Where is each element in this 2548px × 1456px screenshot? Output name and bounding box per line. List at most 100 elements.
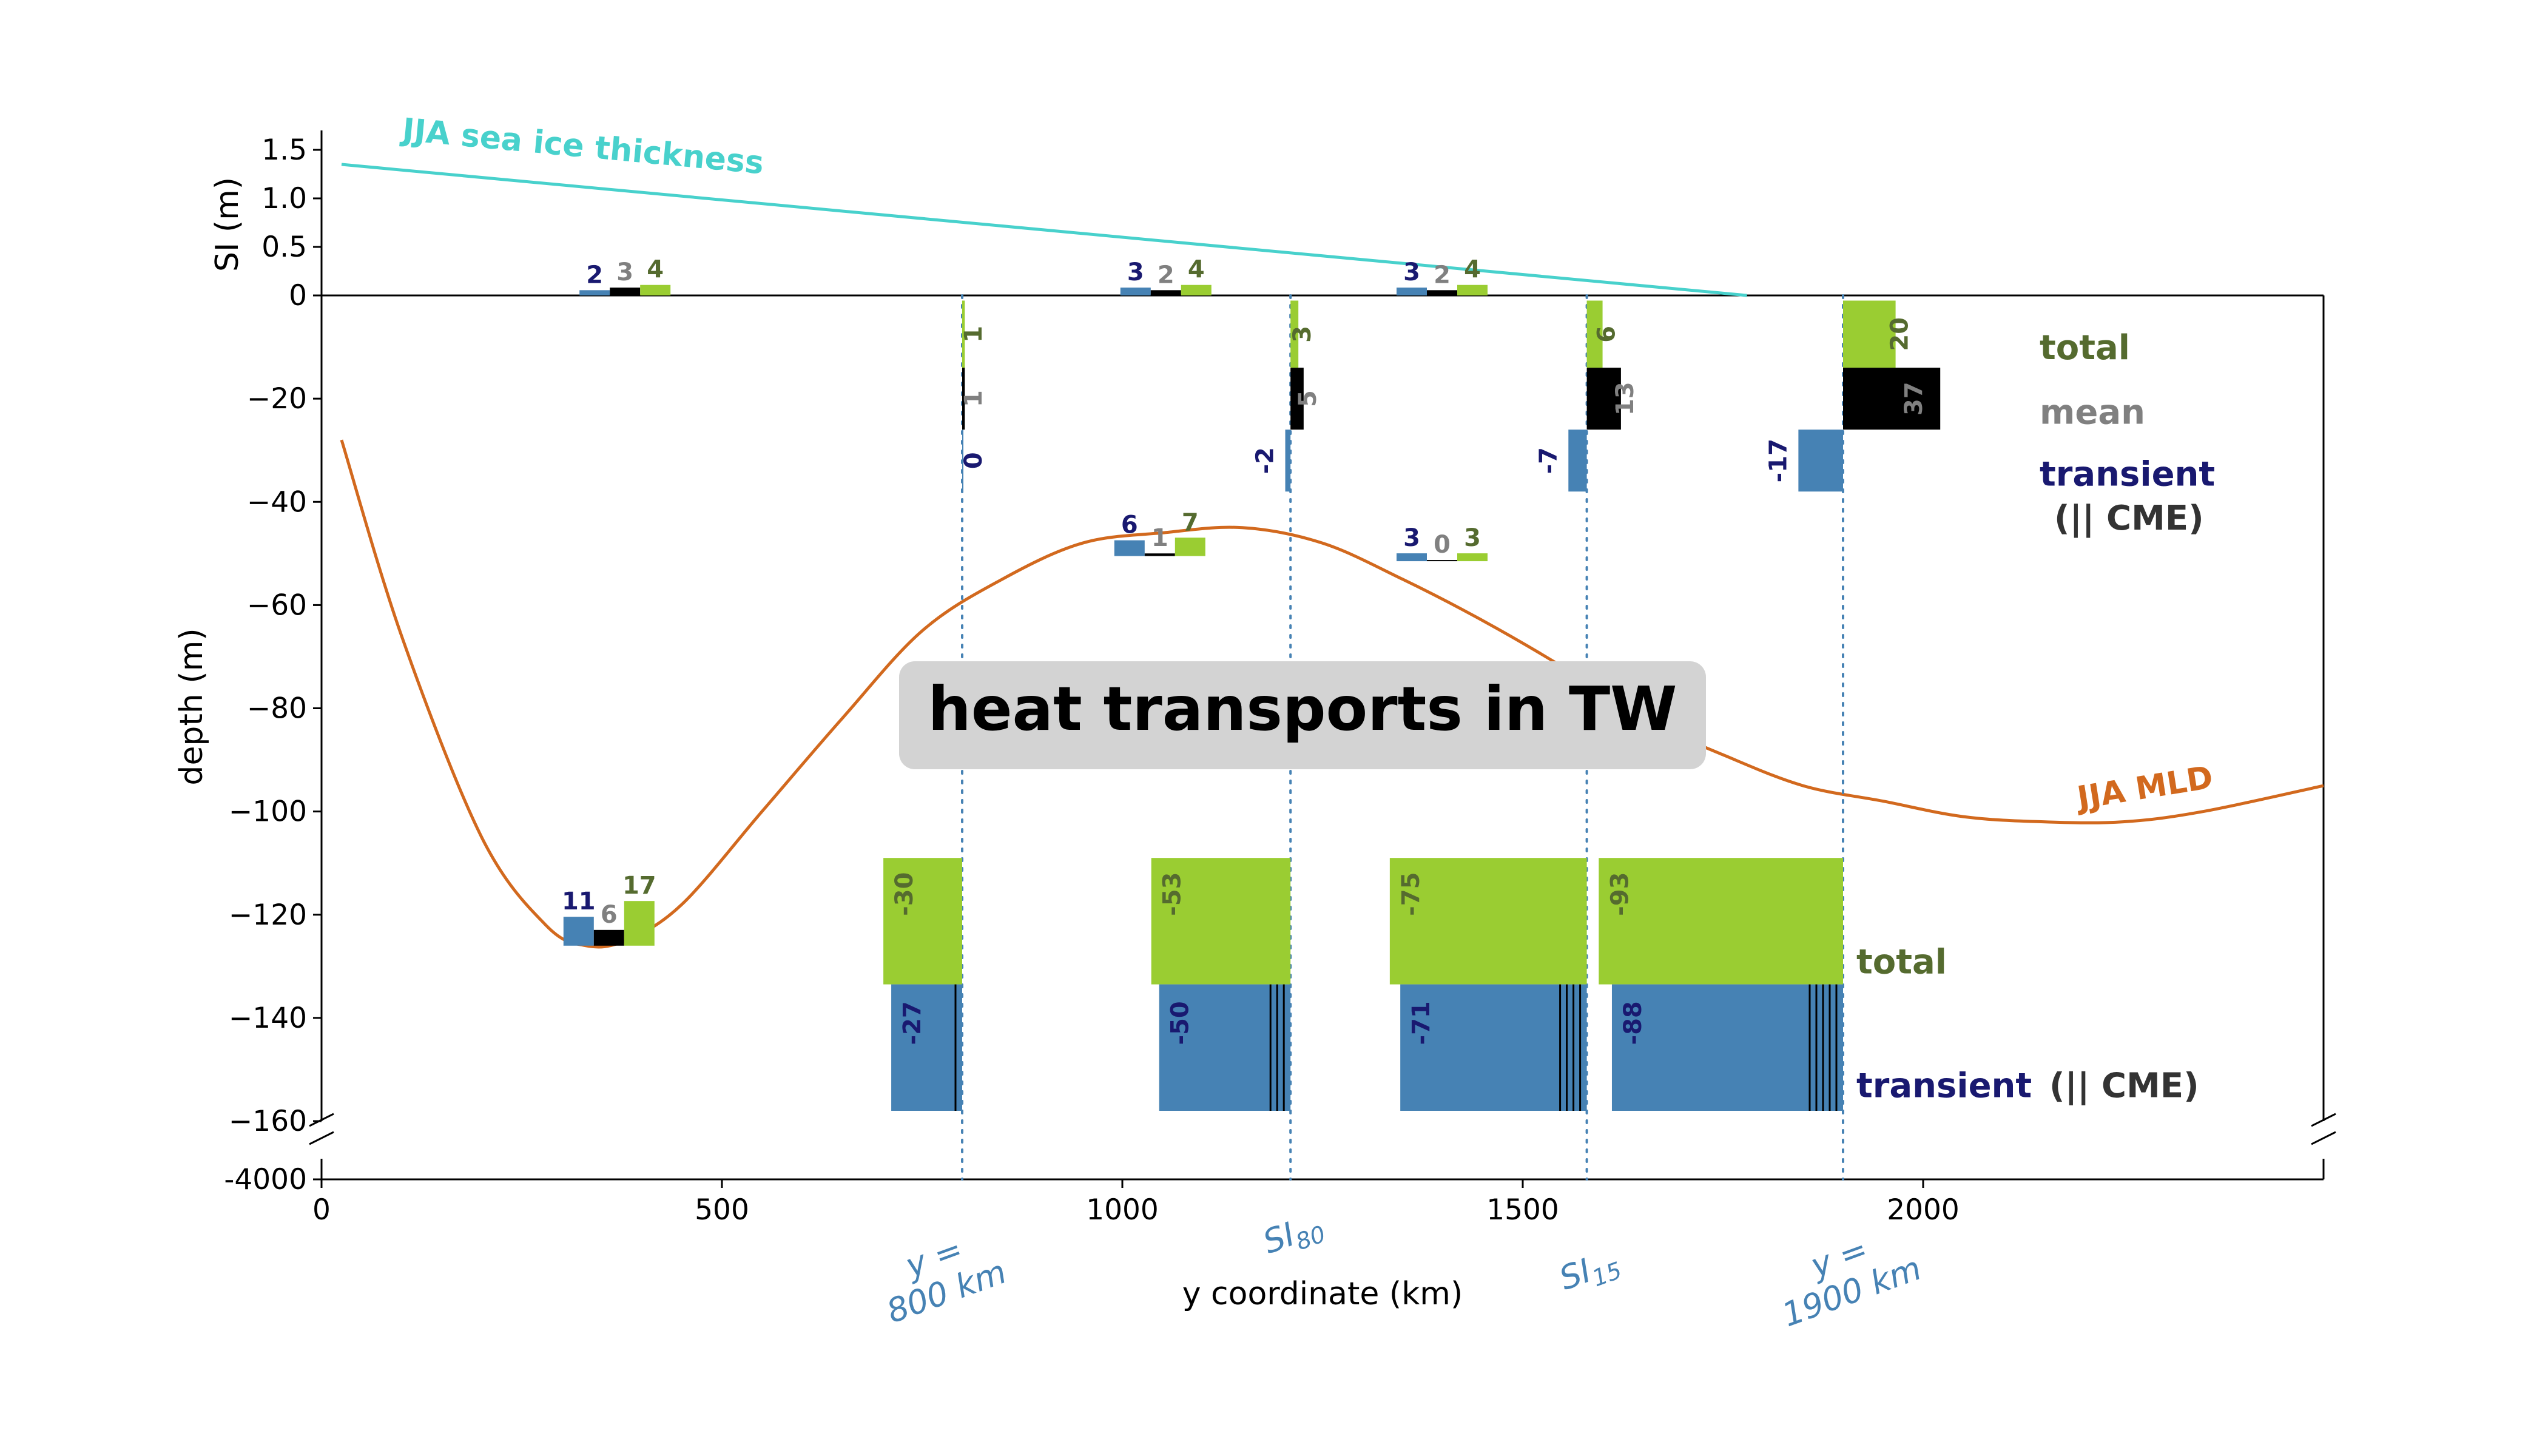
mld-vertical-transient-bar xyxy=(1114,540,1145,556)
upper-mean-label: 1 xyxy=(960,390,988,407)
depth-y-tick-label: −160 xyxy=(229,1105,307,1138)
mld-vertical-transient-label: 6 xyxy=(1121,511,1138,539)
depth-y-tick-label: −100 xyxy=(229,795,307,829)
break-y-tick-label: -4000 xyxy=(224,1163,307,1196)
upper-total-label: 6 xyxy=(1593,326,1621,343)
mld-vertical-mean-label: 0 xyxy=(1434,531,1451,559)
legend-upper-total: total xyxy=(2040,328,2130,368)
mld-vertical-mean-bar xyxy=(593,929,624,946)
depth-panel-y-ticks: −20 −40 −60 −80 −100 −120 −140 −160 -4000 xyxy=(224,382,322,1196)
mld-vertical-transient-bar xyxy=(1397,553,1427,562)
x-tick-label: 0 xyxy=(312,1193,331,1227)
depth-y-tick-label: −60 xyxy=(247,588,307,622)
deep-transient-label: -71 xyxy=(1407,1001,1435,1045)
deep-total-label: -93 xyxy=(1606,872,1634,916)
surface-vertical-mean-label: 3 xyxy=(616,258,633,286)
deep-total-bar xyxy=(1151,858,1291,985)
break-marker-left-2 xyxy=(309,1131,334,1145)
top-y-tick-label: 1.5 xyxy=(261,133,307,167)
upper-transient-bar xyxy=(1285,430,1291,492)
upper-mean-label: 5 xyxy=(1294,390,1322,407)
upper-transient-label: 0 xyxy=(960,452,988,469)
upper-transient-bar xyxy=(1568,430,1587,492)
surface-vertical-total-bar xyxy=(1181,285,1212,295)
surface-vertical-transient-bar xyxy=(1397,288,1427,295)
deep-transient-bar xyxy=(1159,984,1291,1111)
depth-panel-ylabel: depth (m) xyxy=(174,628,210,785)
x-tick-label: 2000 xyxy=(1887,1193,1960,1227)
break-marker-left-1 xyxy=(309,1113,334,1127)
upper-total-bar xyxy=(962,300,965,368)
upper-total-label: 20 xyxy=(1886,317,1914,351)
surface-vertical-total-label: 4 xyxy=(647,256,664,284)
surface-vertical-transient-label: 3 xyxy=(1403,258,1420,286)
upper-mean-bar xyxy=(1843,368,1941,430)
x-axis-label: y coordinate (km) xyxy=(1182,1276,1463,1312)
deep-total-bar xyxy=(883,858,962,985)
title-box xyxy=(899,661,1706,769)
deep-transient-label: -88 xyxy=(1619,1001,1647,1045)
upper-mean-label: 37 xyxy=(1900,382,1928,416)
upper-transient-label: -7 xyxy=(1534,447,1562,474)
mld-vertical-mean-bar xyxy=(1427,560,1457,562)
surface-vertical-mean-bar xyxy=(610,288,641,295)
deep-total-bar xyxy=(1389,858,1587,985)
surface-vertical-total-bar xyxy=(640,285,671,295)
upper-transient-bar xyxy=(962,430,963,492)
surface-vertical-mean-label: 2 xyxy=(1434,261,1451,289)
mld-vertical-mean-label: 1 xyxy=(1151,524,1168,552)
x-tick-label: 1500 xyxy=(1486,1193,1559,1227)
transport-bars: 2 3 4 3 2 4 3 2 46 173 0 311 61711035-2613-72037-17-… xyxy=(562,256,1941,1111)
surface-vertical-transient-label: 2 xyxy=(586,261,603,289)
upper-mean-bar xyxy=(1290,368,1304,430)
surface-vertical-mean-bar xyxy=(1150,290,1181,295)
mld-vertical-transient-label: 3 xyxy=(1403,524,1420,552)
upper-total-bar xyxy=(1290,300,1299,368)
legend-lower-cme: (|| CME) xyxy=(2049,1066,2199,1105)
upper-transient-label: -17 xyxy=(1764,439,1792,482)
deep-transient-bar xyxy=(1611,984,1843,1111)
legend-upper-transient: transient xyxy=(2040,454,2215,494)
deep-transient-bar xyxy=(1400,984,1587,1111)
mld-vertical-total-label: 3 xyxy=(1464,524,1481,552)
upper-total-label: 3 xyxy=(1289,326,1316,343)
sea-ice-thickness-line xyxy=(341,163,1747,297)
upper-total-label: 1 xyxy=(960,326,988,343)
depth-y-tick-label: −140 xyxy=(229,1002,307,1035)
legend-upper-cme: (|| CME) xyxy=(2054,499,2204,538)
break-marker-right-2 xyxy=(2311,1131,2336,1145)
x-tick-label: 500 xyxy=(695,1193,749,1227)
depth-y-tick-label: −120 xyxy=(229,898,307,932)
depth-y-tick-label: −40 xyxy=(247,485,307,519)
surface-vertical-total-label: 4 xyxy=(1464,256,1481,284)
surface-vertical-transient-bar xyxy=(1120,288,1151,295)
mld-vertical-transient-bar xyxy=(563,917,594,946)
surface-vertical-mean-bar xyxy=(1427,290,1457,295)
x-tick-label: 1000 xyxy=(1086,1193,1159,1227)
top-panel-y-ticks: 1.5 1.0 0.5 0 xyxy=(261,133,322,312)
upper-mean-bar xyxy=(1586,368,1621,430)
upper-total-bar xyxy=(1586,300,1603,368)
mld-vertical-total-label: 17 xyxy=(622,872,656,900)
legend-lower-transient: transient xyxy=(1856,1066,2032,1105)
deep-transient-label: -27 xyxy=(898,1001,926,1045)
top-y-tick-label: 1.0 xyxy=(261,182,307,215)
mld-vertical-total-bar xyxy=(1175,538,1205,556)
surface-vertical-mean-label: 2 xyxy=(1158,261,1175,289)
top-panel-ylabel: SI (m) xyxy=(209,177,246,272)
legend-lower-total: total xyxy=(1856,942,1947,982)
deep-total-label: -53 xyxy=(1159,872,1187,916)
legend-labels: total mean transient (|| CME) total transient… xyxy=(1856,328,2215,1105)
break-marker-right-1 xyxy=(2311,1113,2336,1127)
deep-total-label: -75 xyxy=(1397,872,1425,916)
mld-vertical-mean-label: 6 xyxy=(601,901,618,929)
chart-title: heat transports in TW xyxy=(928,673,1677,744)
mld-vertical-mean-bar xyxy=(1144,553,1175,556)
upper-transient-label: -2 xyxy=(1252,447,1279,474)
upper-mean-bar xyxy=(962,368,965,430)
surface-vertical-total-label: 4 xyxy=(1188,256,1205,284)
deep-total-bar xyxy=(1599,858,1843,985)
surface-vertical-transient-label: 3 xyxy=(1127,258,1144,286)
depth-y-tick-label: −80 xyxy=(247,692,307,726)
